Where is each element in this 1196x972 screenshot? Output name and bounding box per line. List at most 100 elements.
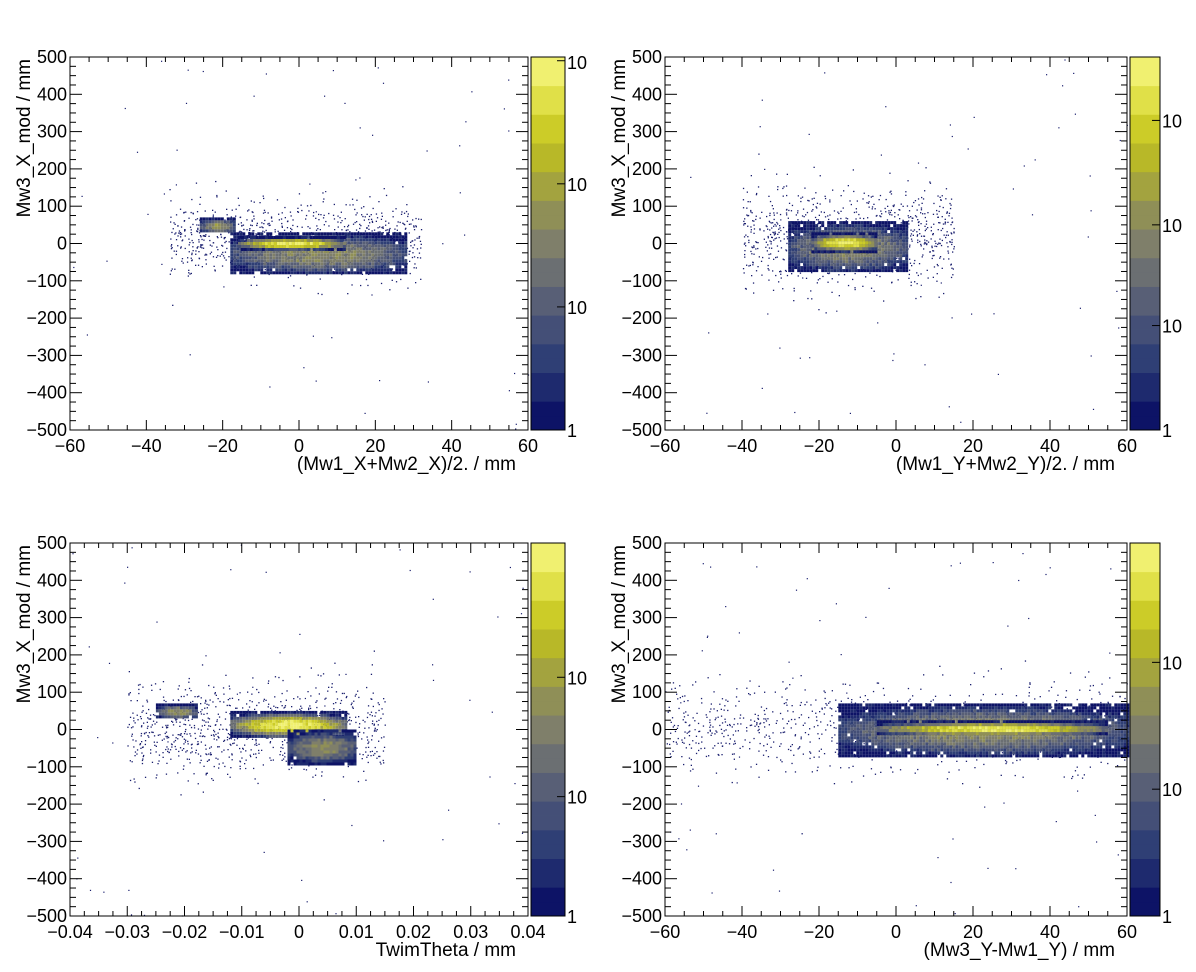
scatter-point — [262, 227, 264, 229]
scatter-point — [221, 244, 223, 247]
heatmap-cell — [362, 250, 366, 254]
scatter-point — [149, 714, 152, 716]
scatter-point — [908, 223, 910, 225]
scatter-point — [371, 664, 373, 666]
scatter-point — [916, 209, 918, 211]
scatter-point — [267, 212, 269, 214]
scatter-point — [185, 751, 187, 753]
scatter-point — [143, 754, 145, 757]
outlier-point — [761, 99, 763, 101]
heatmap-cell — [826, 235, 830, 239]
scatter-point — [807, 297, 809, 300]
heatmap-cell — [878, 248, 882, 252]
scatter-point — [845, 220, 847, 222]
scatter-point — [204, 724, 206, 726]
heatmap-cell — [817, 238, 821, 242]
scatter-point — [323, 214, 325, 216]
scatter-point — [208, 235, 210, 237]
heatmap-cell — [862, 244, 866, 248]
heatmap-cell — [800, 245, 804, 249]
scatter-point — [155, 745, 157, 747]
heatmap-cell — [847, 235, 851, 239]
scatter-point — [837, 218, 839, 220]
scatter-point — [282, 747, 284, 749]
heatmap-cell — [893, 266, 897, 270]
heatmap-cell — [335, 253, 339, 257]
y-tick-label: 100 — [632, 196, 662, 216]
scatter-point — [766, 215, 768, 218]
heatmap-cell — [847, 232, 851, 236]
outlier-point — [136, 151, 139, 153]
colorbar-step — [1130, 372, 1160, 388]
scatter-point — [790, 210, 793, 212]
heatmap-cell — [848, 227, 852, 231]
scatter-point — [951, 221, 953, 224]
scatter-point — [177, 772, 179, 774]
scatter-point — [816, 207, 818, 209]
heatmap-cell — [893, 227, 897, 231]
heatmap-cell — [305, 268, 309, 272]
heatmap-cell — [854, 254, 858, 258]
heatmap-cell — [353, 232, 357, 236]
heatmap-cell — [240, 239, 244, 242]
scatter-point — [753, 224, 755, 226]
heatmap-cell — [249, 242, 253, 245]
heatmap-cell — [267, 245, 271, 248]
scatter-point — [225, 240, 227, 243]
heatmap-cell — [230, 244, 234, 248]
heatmap-cell — [350, 238, 354, 242]
scatter-point — [782, 187, 784, 190]
heatmap-cell — [797, 260, 801, 264]
heatmap-cell — [245, 259, 249, 263]
heatmap-cell — [811, 241, 815, 245]
scatter-point — [192, 242, 194, 244]
scatter-point — [880, 216, 882, 218]
outlier-point — [708, 332, 710, 334]
scatter-point — [940, 244, 943, 247]
heatmap-cell — [845, 230, 849, 234]
colorbar-step — [1130, 401, 1160, 417]
heatmap-cell — [806, 221, 810, 225]
heatmap-cell — [332, 253, 336, 257]
heatmap-cell — [905, 236, 909, 240]
outlier-point — [767, 313, 769, 315]
scatter-point — [371, 723, 374, 725]
scatter-point — [926, 240, 928, 242]
scatter-point — [129, 716, 132, 718]
outlier-point — [1046, 74, 1048, 76]
scatter-point — [215, 706, 217, 708]
outlier-point — [515, 428, 517, 430]
heatmap-cell — [350, 241, 354, 245]
scatter-point — [415, 226, 417, 228]
scatter-point — [148, 708, 150, 711]
heatmap-cell — [797, 221, 801, 225]
heatmap-cell — [865, 241, 869, 245]
scatter-point — [239, 692, 241, 694]
scatter-point — [224, 219, 226, 221]
heatmap-cell — [312, 239, 316, 242]
heatmap-cell — [327, 245, 331, 248]
scatter-point — [939, 205, 941, 208]
scatter-point — [306, 205, 309, 207]
heatmap-cell — [814, 238, 818, 242]
heatmap-cell — [350, 244, 354, 248]
scatter-point — [801, 235, 803, 237]
heatmap-cell — [809, 251, 813, 255]
heatmap-cell — [362, 244, 366, 248]
scatter-point — [152, 720, 155, 722]
scatter-point — [257, 782, 259, 785]
heatmap-cell — [794, 227, 798, 231]
scatter-point — [129, 692, 131, 694]
heatmap-cell — [347, 232, 351, 236]
heatmap-cell — [878, 251, 882, 255]
scatter-point — [217, 746, 219, 748]
scatter-point — [744, 253, 746, 256]
y-tick-label: −400 — [26, 383, 67, 403]
heatmap-cell — [338, 259, 342, 263]
scatter-point — [268, 222, 270, 225]
scatter-point — [191, 198, 193, 201]
scatter-point — [808, 200, 810, 202]
heatmap-cell — [887, 260, 891, 264]
outlier-point — [382, 82, 385, 84]
scatter-point — [881, 213, 883, 215]
